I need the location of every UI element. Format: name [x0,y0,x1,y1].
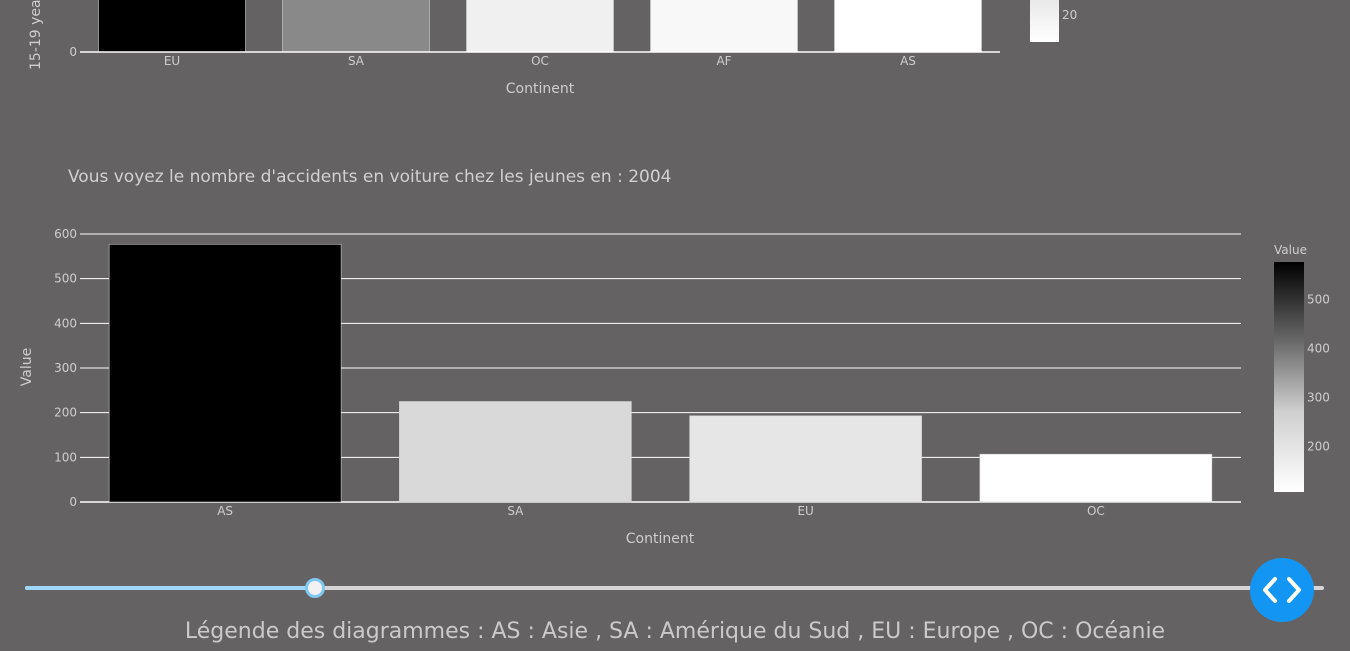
top-x-tick-eu: EU [164,54,180,68]
top-x-axis-title: Continent [506,81,575,97]
x-tick-eu: EU [797,504,813,518]
top-bar-af[interactable] [650,0,798,53]
chart-title: Vous voyez le nombre d'accidents en voit… [68,167,671,187]
year-slider-track[interactable] [25,586,1324,590]
main-bar-chart: Vous voyez le nombre d'accidents en voit… [19,167,1330,547]
top-bar-as[interactable] [834,0,982,53]
year-slider-fill [25,586,315,590]
top-y-tick-0: 0 [69,45,77,59]
top-x-tick-af: AF [716,54,731,68]
y-tick-600: 600 [54,227,77,241]
y-axis-title: Value [19,348,35,386]
top-y-axis-title: 15-19 yea [28,0,44,70]
top-bar-chart: 0 EU SA OC AF AS Continent 15-19 yea 20 [28,0,1077,97]
bar-eu[interactable] [689,415,922,503]
bar-sa[interactable] [399,401,632,503]
colorbar [1274,262,1304,492]
x-axis-title: Continent [626,531,695,547]
top-x-tick-oc: OC [531,54,549,68]
year-slider-thumb[interactable] [304,578,325,598]
top-x-tick-sa: SA [348,54,365,68]
top-colorbar-tick: 20 [1062,8,1077,22]
y-tick-500: 500 [54,272,77,286]
y-tick-300: 300 [54,361,77,375]
y-tick-400: 400 [54,316,77,330]
colorbar-tick-200: 200 [1307,439,1330,453]
chart-legend-caption: Légende des diagrammes : AS : Asie , SA … [184,619,1166,644]
bar-oc[interactable] [979,453,1213,503]
top-bar-oc[interactable] [466,0,614,53]
y-tick-100: 100 [54,450,77,464]
code-brackets-icon [1263,577,1301,603]
code-nav-button[interactable] [1250,558,1314,622]
top-x-tick-as: AS [900,54,916,68]
y-tick-200: 200 [54,406,77,420]
top-bar-sa[interactable] [282,0,430,53]
colorbar-tick-400: 400 [1307,342,1330,356]
top-colorbar [1030,0,1059,42]
colorbar-title: Value [1274,243,1307,257]
top-bar-eu[interactable] [98,0,246,53]
colorbar-tick-300: 300 [1307,391,1330,405]
y-tick-0: 0 [69,495,77,509]
x-tick-as: AS [217,504,233,518]
x-tick-sa: SA [507,504,524,518]
x-tick-oc: OC [1087,504,1105,518]
colorbar-tick-500: 500 [1307,293,1330,307]
bar-as[interactable] [108,243,342,503]
